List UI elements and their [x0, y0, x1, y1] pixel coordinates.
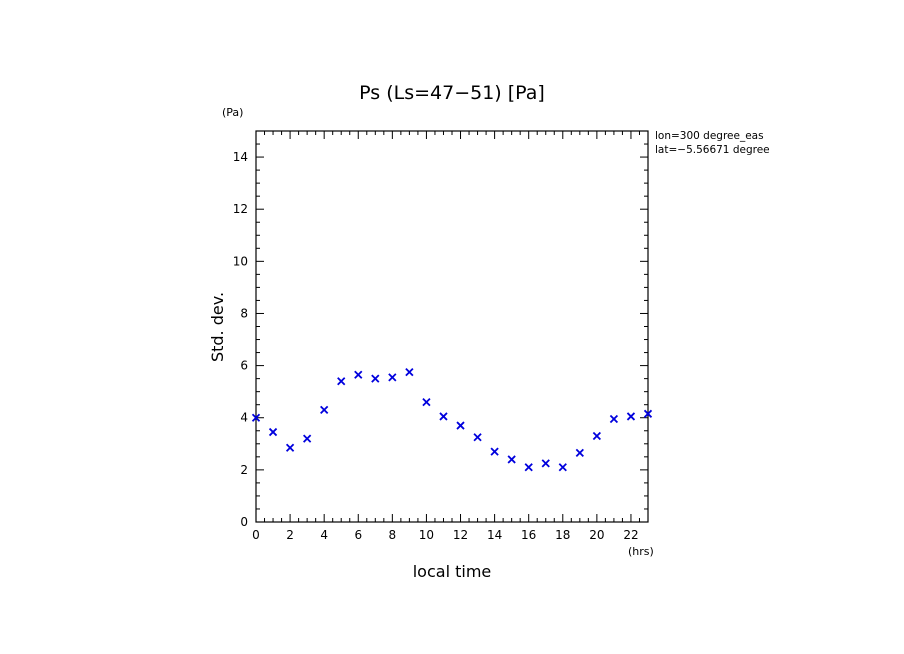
y-tick-label: 10: [233, 254, 248, 268]
data-point: [285, 443, 295, 452]
marker-stroke: [456, 421, 465, 430]
data-point: [302, 434, 312, 443]
marker-stroke: [439, 412, 448, 421]
y-axis-label: Std. dev.: [208, 292, 227, 362]
data-point: [388, 373, 397, 382]
data-point: [268, 427, 278, 437]
y-tick-label: 6: [240, 359, 248, 373]
x-axis-label: local time: [413, 562, 492, 581]
data-point: [473, 433, 482, 442]
plot-frame: [255, 130, 649, 523]
data-point: [354, 370, 363, 379]
x-tick-label: 0: [252, 528, 260, 542]
data-point: [524, 463, 533, 472]
x-tick-label: 4: [320, 528, 328, 542]
y-axis: 0 2 4 6 8 10 12 14: [233, 130, 648, 529]
data-point: [558, 463, 567, 472]
marker-stroke: [371, 374, 380, 383]
lat-annotation: lat=−5.56671 degree: [655, 144, 770, 156]
data-point: [371, 374, 380, 383]
marker-stroke: [575, 448, 584, 458]
data-point: [507, 455, 516, 464]
y-tick-label: 2: [240, 463, 248, 477]
marker-stroke: [490, 447, 499, 456]
marker-stroke: [302, 434, 312, 443]
data-points: [251, 367, 653, 472]
x-tick-label: 8: [389, 528, 397, 542]
marker-stroke: [507, 455, 516, 464]
marker-stroke: [524, 463, 533, 472]
marker-stroke: [251, 413, 261, 422]
marker-stroke: [405, 367, 414, 377]
marker-stroke: [354, 370, 363, 379]
marker-stroke: [558, 463, 567, 472]
marker-stroke: [592, 431, 602, 441]
x-tick-label: 12: [453, 528, 468, 542]
data-point: [422, 397, 431, 407]
marker-stroke: [626, 412, 636, 421]
marker-stroke: [609, 414, 619, 424]
data-point: [251, 413, 261, 422]
x-tick-label: 10: [419, 528, 434, 542]
data-point: [320, 405, 329, 415]
data-point: [592, 431, 602, 441]
y-tick-label: 8: [240, 306, 248, 320]
y-tick-label: 4: [240, 411, 248, 425]
data-point: [490, 447, 499, 456]
x-tick-label: 20: [589, 528, 604, 542]
data-point: [405, 367, 414, 377]
data-point: [337, 377, 346, 386]
x-axis: 0 2 4 6 8 10 12 14 16 18 20 22: [252, 131, 649, 542]
marker-stroke: [473, 433, 482, 442]
data-point: [609, 414, 619, 424]
y-tick-label: 12: [233, 202, 248, 216]
x-tick-label: 18: [555, 528, 570, 542]
x-tick-label: 22: [623, 528, 638, 542]
x-tick-label: 2: [286, 528, 294, 542]
marker-stroke: [422, 397, 431, 407]
marker-stroke: [388, 373, 397, 382]
x-tick-label: 14: [487, 528, 502, 542]
marker-stroke: [285, 443, 295, 452]
marker-stroke: [541, 459, 550, 468]
chart-title: Ps (Ls=47−51) [Pa]: [359, 82, 545, 104]
data-point: [626, 412, 636, 421]
marker-stroke: [337, 377, 346, 386]
marker-stroke: [643, 409, 653, 418]
x-unit-label: (hrs): [628, 545, 654, 558]
y-tick-label: 0: [240, 515, 248, 529]
y-unit-label: (Pa): [222, 106, 243, 119]
lon-annotation: lon=300 degree_eas: [655, 130, 764, 142]
data-point: [456, 421, 465, 430]
data-point: [643, 409, 653, 418]
marker-stroke: [268, 427, 278, 437]
marker-stroke: [320, 405, 329, 415]
data-point: [439, 412, 448, 421]
y-tick-label: 14: [233, 150, 248, 164]
data-point: [541, 459, 550, 468]
data-point: [575, 448, 584, 458]
x-tick-label: 16: [521, 528, 536, 542]
x-tick-label: 6: [354, 528, 362, 542]
